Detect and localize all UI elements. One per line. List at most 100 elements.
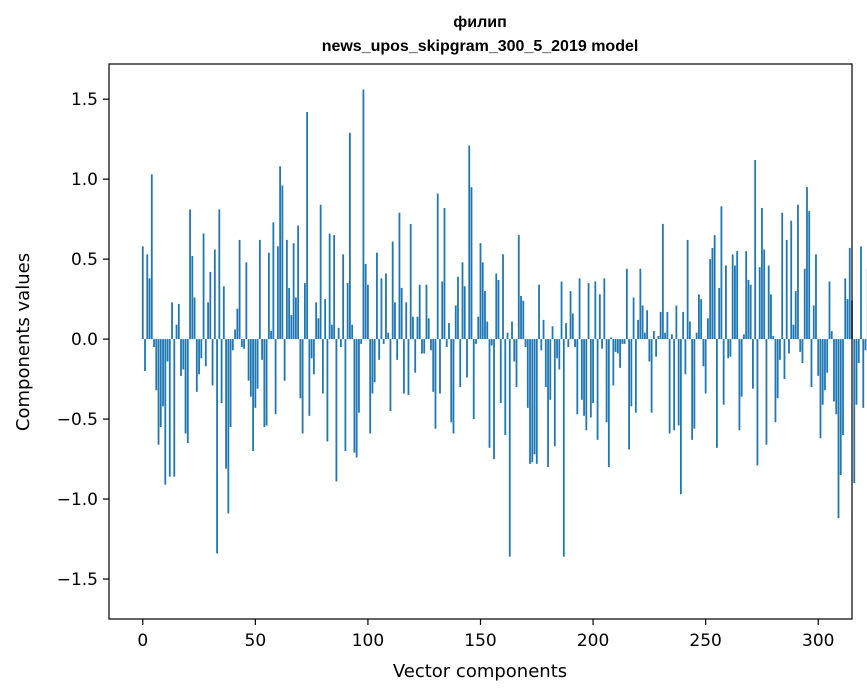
bar — [270, 331, 272, 339]
bar — [655, 339, 657, 357]
y-tick-label: −0.5 — [57, 410, 98, 430]
bar — [394, 302, 396, 339]
bar — [299, 339, 301, 398]
bar — [700, 299, 702, 339]
bar — [399, 213, 401, 339]
bar — [727, 339, 729, 358]
bar — [257, 339, 259, 389]
bar — [601, 339, 603, 349]
bar — [419, 285, 421, 339]
bar — [682, 312, 684, 339]
bar — [187, 339, 189, 443]
bar — [203, 234, 205, 340]
bar — [534, 339, 536, 454]
bar — [254, 339, 256, 408]
bar — [725, 266, 727, 340]
bar — [669, 339, 671, 433]
bar — [185, 339, 187, 433]
bar — [290, 315, 292, 339]
bar — [340, 339, 342, 347]
bar — [414, 339, 416, 373]
bar — [315, 302, 317, 339]
bar — [336, 339, 338, 481]
bar — [628, 339, 630, 449]
bar — [597, 339, 599, 440]
bar — [754, 160, 756, 339]
bar — [835, 339, 837, 414]
bar — [225, 339, 227, 469]
bar — [621, 339, 623, 344]
bar — [703, 339, 705, 366]
bar — [775, 339, 777, 422]
bar — [718, 288, 720, 339]
bar — [164, 339, 166, 485]
bar — [146, 254, 148, 339]
bar — [381, 278, 383, 339]
bar — [432, 339, 434, 392]
bar — [529, 339, 531, 464]
bar — [498, 280, 500, 339]
bar — [475, 339, 477, 344]
bar — [612, 339, 614, 385]
bar — [833, 339, 835, 401]
bar — [155, 339, 157, 390]
bar — [504, 339, 506, 435]
bar — [178, 304, 180, 339]
bar — [540, 339, 542, 350]
bar — [772, 336, 774, 339]
bar — [376, 253, 378, 339]
bar — [322, 339, 324, 393]
bar — [245, 262, 247, 339]
bar — [408, 339, 410, 395]
bar — [565, 323, 567, 339]
bar — [745, 251, 747, 339]
bar — [252, 339, 254, 451]
bar — [239, 240, 241, 339]
y-axis-label: Components values — [13, 253, 34, 431]
bar — [176, 325, 178, 339]
bar — [471, 187, 473, 339]
bar — [277, 246, 279, 339]
x-tick-label: 200 — [577, 631, 609, 651]
bar — [205, 339, 207, 366]
y-tick-label: 1.0 — [71, 170, 98, 190]
bar — [295, 298, 297, 340]
bar — [392, 242, 394, 340]
bar — [268, 253, 270, 339]
bar — [585, 339, 587, 430]
bar — [664, 333, 666, 339]
bar — [693, 339, 695, 429]
chart-title-line2: news_upos_skipgram_300_5_2019 model — [322, 38, 639, 55]
bar — [194, 298, 196, 340]
bar — [437, 194, 439, 340]
bar — [603, 278, 605, 339]
bar — [196, 339, 198, 392]
bar — [446, 339, 448, 347]
bar — [358, 339, 360, 413]
bar — [657, 336, 659, 339]
bar — [538, 285, 540, 339]
bar — [500, 339, 502, 403]
bar — [588, 283, 590, 339]
bar — [671, 334, 673, 339]
bar — [464, 286, 466, 339]
bar — [795, 291, 797, 339]
bar — [684, 339, 686, 374]
bar — [441, 282, 443, 340]
bar — [200, 339, 202, 358]
bar — [813, 306, 815, 340]
bar — [313, 339, 315, 374]
bar — [556, 339, 558, 358]
bar — [349, 133, 351, 339]
bar — [218, 210, 220, 340]
bar — [457, 277, 459, 339]
bar — [829, 282, 831, 340]
bar — [691, 339, 693, 440]
bar — [531, 339, 533, 462]
bar — [439, 339, 441, 393]
bar — [180, 339, 182, 376]
bar — [243, 339, 245, 349]
bar — [263, 339, 265, 427]
bar — [153, 339, 155, 347]
